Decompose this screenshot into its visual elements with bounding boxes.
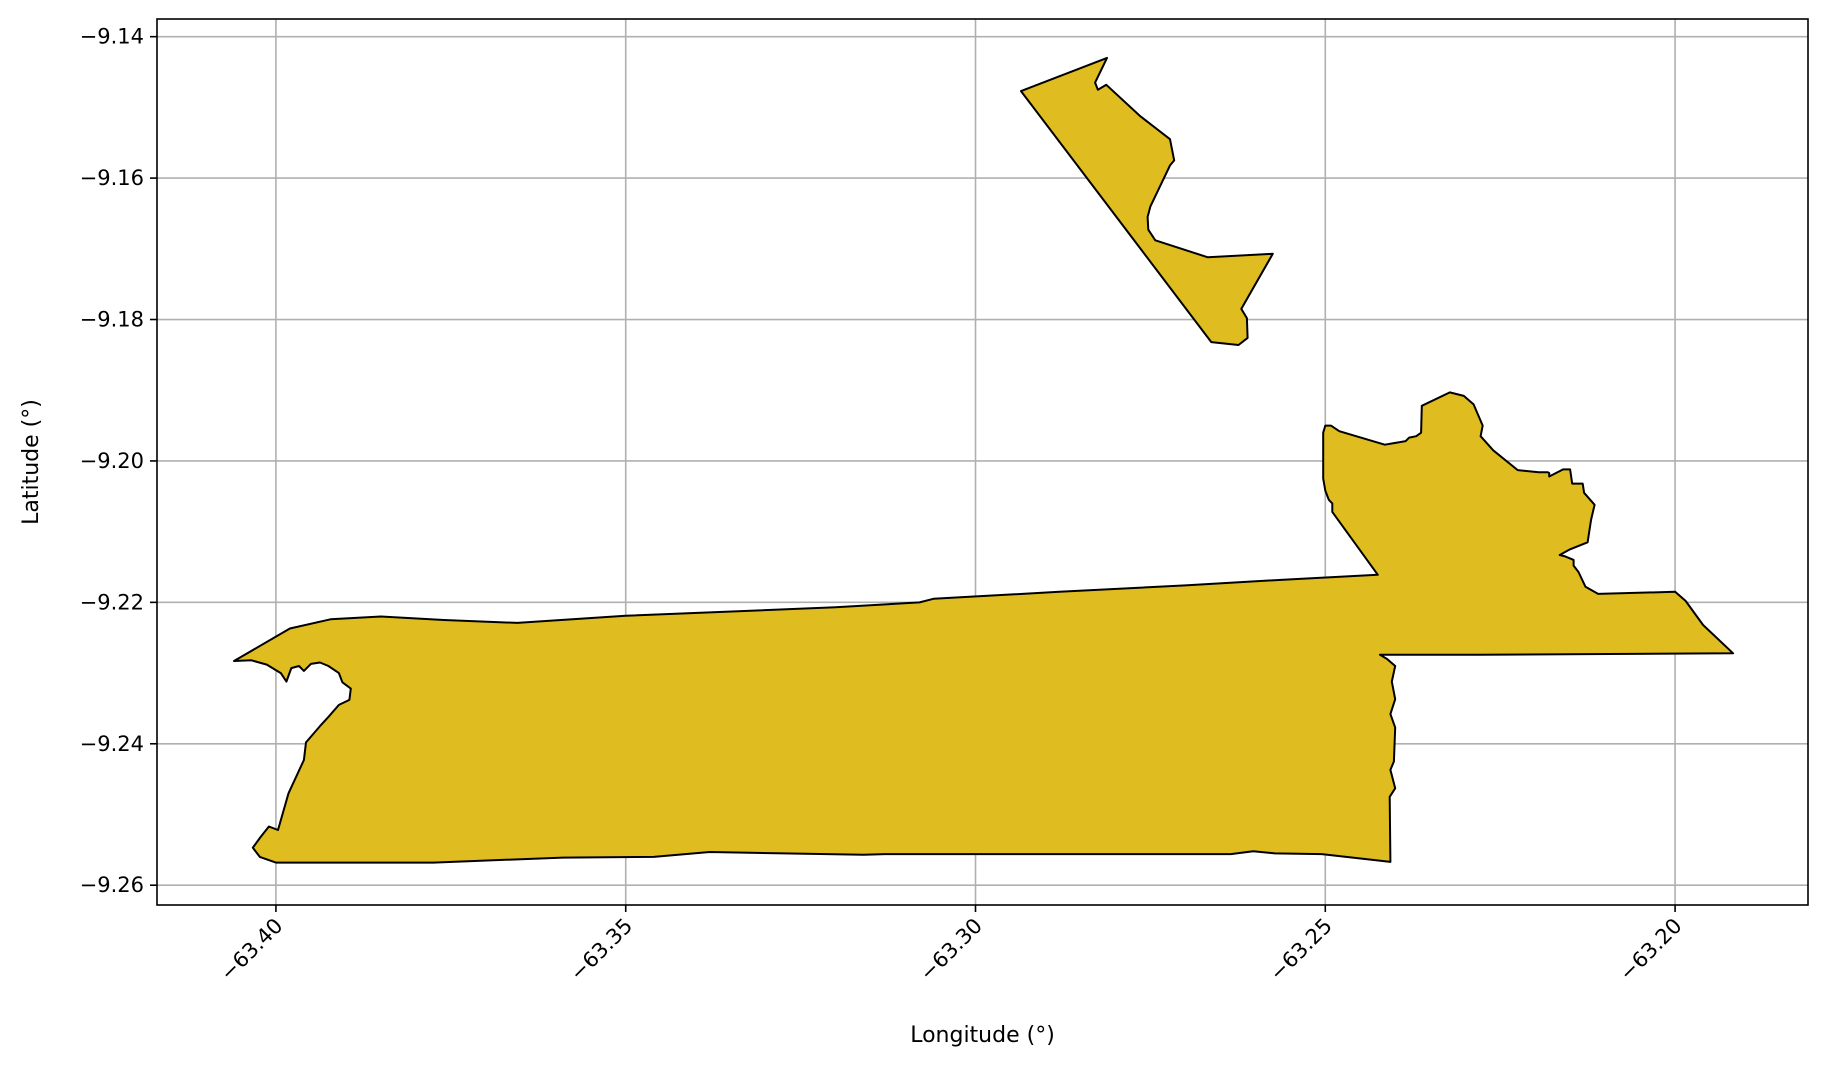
x-axis-label: Longitude (°) xyxy=(910,1023,1055,1048)
x-tick-label-3: −63.25 xyxy=(1265,914,1337,986)
y-tick-label-6: −9.26 xyxy=(80,873,144,897)
y-tick-label-2: −9.18 xyxy=(80,308,144,332)
y-axis-label: Latitude (°) xyxy=(19,399,44,525)
y-tick-label-0: −9.14 xyxy=(80,25,144,49)
x-tick-label-0: −63.40 xyxy=(216,914,288,986)
y-tick-label-3: −9.20 xyxy=(80,449,144,473)
polygon-north-parcel xyxy=(1020,56,1274,346)
y-axis-ticks: −9.14 −9.16 −9.18 −9.20 −9.22 −9.24 −9.26 xyxy=(80,25,157,897)
y-tick-label-5: −9.24 xyxy=(80,732,144,756)
polygon-main-parcel xyxy=(233,391,1735,864)
x-axis-ticks: −63.40 −63.35 −63.30 −63.25 −63.20 xyxy=(216,905,1687,985)
y-tick-label-1: −9.16 xyxy=(80,166,144,190)
plot-frame xyxy=(156,18,1809,906)
x-tick-label-4: −63.20 xyxy=(1615,914,1687,986)
x-tick-label-1: −63.35 xyxy=(565,914,637,986)
parcel-polygons xyxy=(233,56,1735,864)
y-tick-label-4: −9.22 xyxy=(80,590,144,614)
x-tick-label-2: −63.30 xyxy=(915,914,987,986)
